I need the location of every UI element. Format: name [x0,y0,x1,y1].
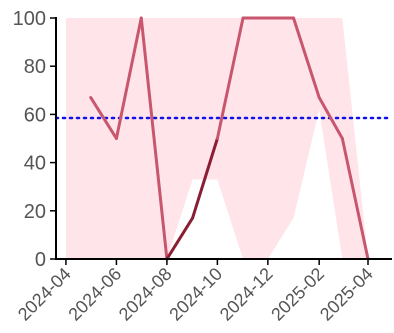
x-tick-label: 2024-10 [165,264,226,325]
series-0-segment-4 [191,137,219,220]
y-tick-label: 80 [24,56,46,78]
y-tick-label: 0 [35,249,46,271]
series-0-segment-10 [340,137,370,261]
y-tick-label: 40 [24,153,46,175]
series-0-segment-8 [292,16,321,100]
x-tick-label: 2024-06 [64,264,125,325]
x-tick-label: 2025-02 [267,264,328,325]
x-tick-label: 2024-08 [115,264,176,325]
series-0-segment-1 [114,16,143,140]
series-0-segment-0 [89,96,118,140]
series-0-segment-5 [215,16,245,140]
series-layer [89,16,370,261]
series-0-segment-3 [165,216,195,261]
y-tick-label: 20 [24,201,46,223]
y-tick-label: 60 [24,104,46,126]
series-0-segment-2 [139,16,169,261]
x-tick-label: 2024-12 [216,264,277,325]
x-tick-label: 2025-04 [316,264,377,325]
x-tick-label: 2024-04 [14,264,75,325]
series-0-segment-9 [317,96,344,140]
y-tick-label: 100 [13,8,46,30]
